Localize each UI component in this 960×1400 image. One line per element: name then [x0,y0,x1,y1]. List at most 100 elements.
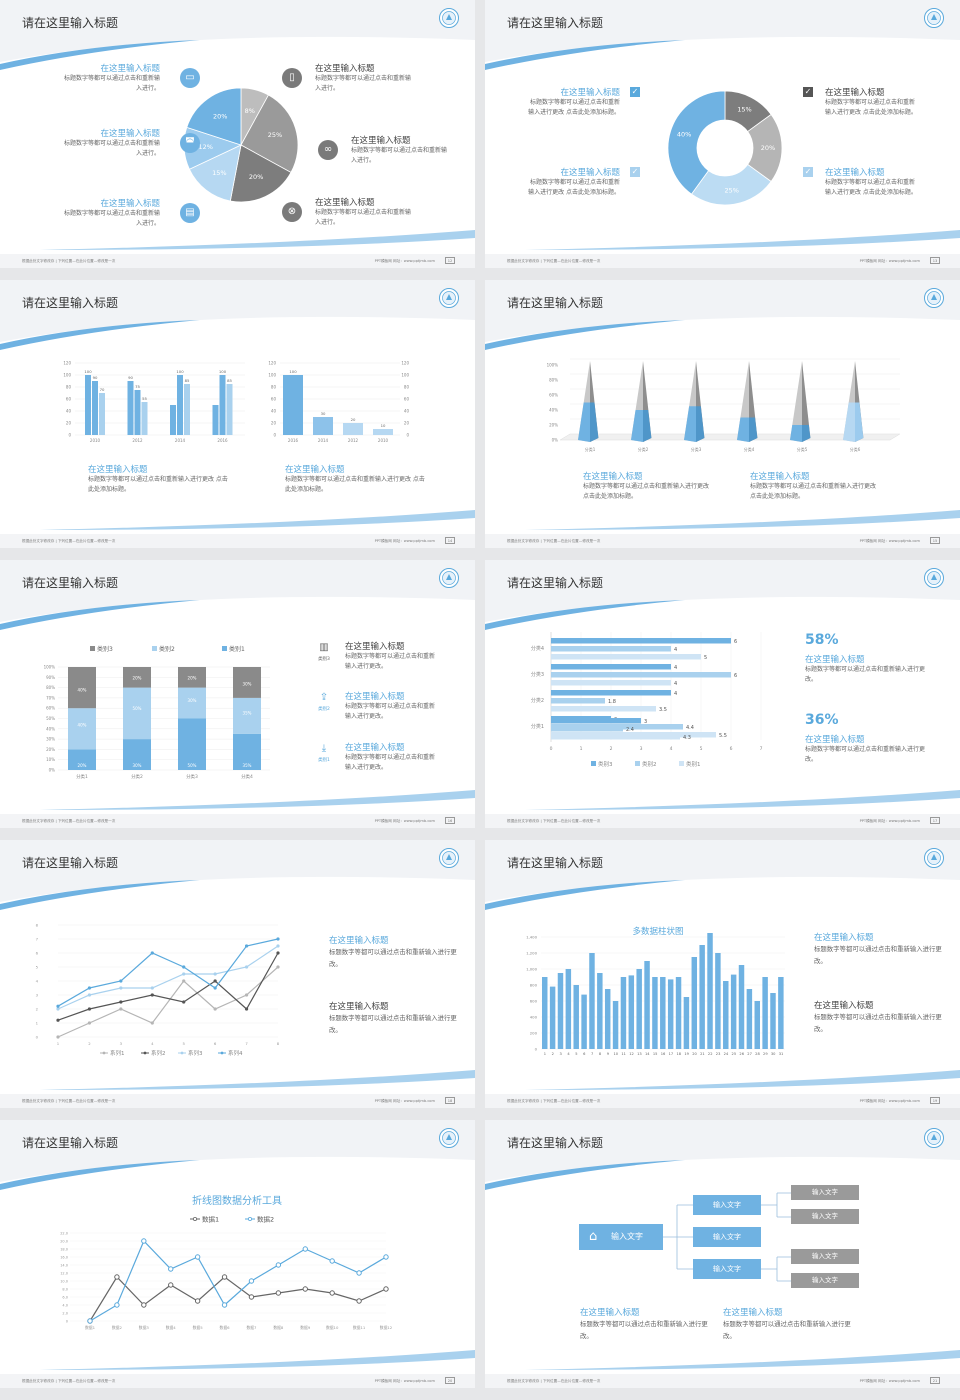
page-number: 14 [445,537,455,544]
x-tick-label: 5 [700,746,703,752]
x-tick-label: 26 [739,1052,744,1056]
legend-label: 类别2 [642,760,657,768]
slide-background [485,1120,960,1388]
series-point [194,1254,201,1260]
stacked-bar-chart: 0% 10% 20% 30% 40% 50% 60% 70% 80% 90% 100% 20% 40% 4… [44,645,270,780]
line-chart: 0 1 2 3 4 5 6 7 8 1 2 3 4 5 6 7 8 系列1 系列2 系列3 系列4 [36,923,280,1058]
y-tick-label: 1 [36,1021,39,1026]
bar [99,393,105,435]
x-tick-label: 21 [700,1052,705,1056]
x-tick-label: 分类3 [691,446,702,452]
stacked-bar-segment [123,739,151,770]
y-tick-label: 6.0 [62,1296,68,1300]
block-heading: 在这里输入标题 [329,1002,389,1012]
flow-level2-box[interactable]: 输入文字 [693,1227,761,1247]
slide-footer: 根据此处文字修改存 | 下列位置—在此片位置—修改是一次 PPT模板网 网址：ww… [0,1374,475,1388]
bar [604,989,611,1049]
series-point [275,1290,282,1296]
x-tick-label: 2016 [288,438,299,443]
checkbox-icon[interactable]: ✓ [630,87,640,97]
series-line [57,966,279,1038]
download-icon: ⤓ [321,743,327,754]
x-tick-label: 10 [613,1052,618,1056]
y-tick-label-right: 20 [404,421,410,426]
bar-value-label: 90 [128,375,133,380]
checkbox-icon[interactable]: ✓ [803,87,813,97]
legend-swatch [152,646,157,651]
bar [730,974,737,1049]
x-tick-label: 19 [684,1052,689,1056]
bar [738,965,745,1049]
x-tick-label: 16 [661,1052,666,1056]
flow-level2-box[interactable]: 输入文字 [693,1259,761,1279]
pie-slice-label: 20% [249,173,263,181]
y-tick-label: 20% [549,423,558,428]
series-point [244,965,249,969]
bar-charts: 0204060801001201009070201090755520121008… [63,361,410,444]
legend-label: 类别3 [97,645,113,653]
pyramid-bar [737,417,749,442]
university-logo [924,568,944,588]
flow-level3-box[interactable]: 输入文字 [791,1273,859,1288]
flow-level3-box[interactable]: 输入文字 [791,1209,859,1224]
slide-background [0,840,475,1108]
flow-level2-box[interactable]: 输入文字 [693,1195,761,1215]
slide-footer: 根据此处文字修改存 | 下列位置—在此片位置—修改是一次 PPT模板网 网址：ww… [0,534,475,548]
x-tick-label: 数据5 [193,1325,204,1330]
bar-value-label: 6 [734,673,737,679]
bar [675,977,682,1049]
y-tick-label: 0 [68,433,71,438]
stacked-bar-segment [233,667,261,698]
flow-level3-box[interactable]: 输入文字 [791,1249,859,1264]
x-tick-label: 13 [637,1052,642,1056]
bar-value-label: 4 [674,665,677,671]
horizontal-bar [551,672,731,678]
block-text: 标题数字等都可以通过点击和重新输入进行更改 点击此处添加标题。 [825,99,917,116]
bar [573,985,579,1049]
bar [283,375,303,435]
bar [184,384,190,435]
x-tick-label: 2014 [318,438,329,443]
slide-title: 请在这里输入标题 [507,576,604,590]
x-tick-label: 31 [779,1052,784,1056]
y-tick-label: 40% [549,408,558,413]
y-tick-label: 8 [36,923,39,928]
flow-level3-box[interactable]: 输入文字 [791,1185,859,1200]
x-tick-label: 数据12 [380,1325,393,1330]
slide-title: 请在这里输入标题 [22,856,119,870]
series-point [56,1035,60,1039]
slide-background [0,560,475,828]
segment-label: 30% [243,682,252,687]
x-tick-label: 4 [670,746,673,752]
series-point [150,993,154,997]
x-tick-label: 30 [771,1052,776,1056]
y-category-label: 分类3 [531,671,544,678]
bar [778,977,784,1049]
bar [141,402,148,435]
y-tick-label: 50% [46,716,55,721]
book-icon: ▤ [180,203,200,223]
y-tick-label: 14.0 [60,1264,68,1268]
checkbox-icon[interactable]: ✓ [803,167,813,177]
footer-right-text: PPT模板网 网址：www.pptjmb.com [859,819,920,823]
bar [373,429,393,435]
stacked-bar-segment [123,667,151,688]
bar-value-label: 1.8 [608,699,616,705]
block-heading: 在这里输入标题 [315,64,375,74]
series-point [356,1270,362,1276]
bar [542,977,548,1049]
stacked-bar-segment [68,708,96,750]
bar [226,384,233,435]
checkbox-icon[interactable]: ✓ [630,167,640,177]
block-text: 标题数字等都可以通过点击和重新输入进行更改。 [805,666,926,683]
series-point [182,979,186,983]
flow-root-box[interactable]: ⌂ 输入文字 [579,1224,663,1250]
y-tick-label: 200 [530,1031,538,1036]
pie-slice-label: 15% [212,169,226,177]
donut-slice-label: 20% [761,144,775,152]
slide-3: 请在这里输入标题 根据此处文字修改存 | 下列位置—在此片位置—修改是一次 PPT模… [0,280,475,548]
y-tick-label-right: 40 [404,409,410,414]
bar-value-label: 70 [100,387,105,392]
home-icon: ⌂ [589,1229,598,1244]
block-text: 标题数字等都可以通过点击和重新输入进行更改。 [345,653,436,670]
